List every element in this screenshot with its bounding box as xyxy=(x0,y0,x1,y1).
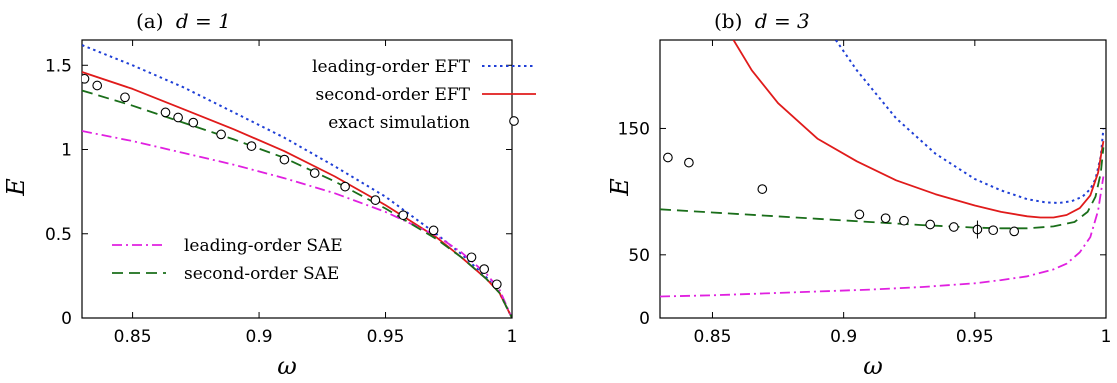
data-point xyxy=(279,154,290,165)
series-line-second-order-SAE xyxy=(660,147,1105,230)
data-point xyxy=(309,168,320,178)
data-point xyxy=(491,279,502,290)
x-tick-label: 0.9 xyxy=(830,327,857,347)
data-point xyxy=(92,80,103,91)
series-line-leading-order-SAE xyxy=(82,130,512,318)
data-point xyxy=(173,112,183,123)
data-point xyxy=(428,225,439,236)
series-line-second-order-SAE xyxy=(82,89,512,318)
panel-a-y-axis-label: E xyxy=(2,178,30,197)
panel-a-title-math: d = 1 xyxy=(176,9,231,33)
series-line-leading-order-SAE xyxy=(660,176,1105,298)
data-point xyxy=(160,107,171,118)
series-line-second-order-EFT xyxy=(82,71,512,318)
panel-a-title: (a) d = 1 xyxy=(136,9,231,33)
data-point xyxy=(398,210,409,221)
data-point xyxy=(466,252,477,263)
legend-label: second-order SAE xyxy=(184,264,339,284)
data-point xyxy=(684,157,694,168)
data-point xyxy=(340,181,350,192)
data-point xyxy=(899,215,909,226)
x-tick-label: 1 xyxy=(1101,327,1112,347)
panel-b-title-prefix: (b) xyxy=(714,9,742,33)
y-tick-label: 0 xyxy=(639,309,650,329)
x-tick-label: 0.9 xyxy=(246,327,273,347)
y-tick-label: 150 xyxy=(618,119,650,139)
data-point xyxy=(120,92,130,103)
data-point xyxy=(82,73,90,84)
series-line-second-order-EFT xyxy=(732,40,1105,219)
panel-b-y-axis-label: E xyxy=(606,178,634,197)
x-tick-label: 0.95 xyxy=(956,327,994,347)
data-point xyxy=(1009,226,1020,237)
x-tick-label: 0.85 xyxy=(114,327,152,347)
data-point xyxy=(216,129,226,140)
data-point xyxy=(988,225,999,236)
legend-label: leading-order SAE xyxy=(184,236,343,256)
panel-b-frame xyxy=(659,39,1107,319)
data-point xyxy=(854,209,865,220)
data-point xyxy=(663,152,673,163)
data-point xyxy=(246,141,257,151)
panel-b: 0.85 0.9 0.95 1 0 50 150 (b) d = 3 ω E xyxy=(606,9,1111,380)
y-tick-label: 1.5 xyxy=(45,56,72,76)
y-tick-label: 1 xyxy=(61,141,72,161)
data-point xyxy=(880,213,891,224)
y-tick-label: 0.5 xyxy=(45,225,72,245)
panel-b-title: (b) d = 3 xyxy=(714,9,810,33)
legend-marker xyxy=(509,116,519,126)
y-tick-label: 0 xyxy=(61,309,72,329)
data-point xyxy=(479,264,490,274)
panel-b-x-axis-label: ω xyxy=(863,352,883,380)
data-point xyxy=(925,219,936,230)
series-exact-simulation xyxy=(82,73,502,290)
legend-label: second-order EFT xyxy=(316,85,471,105)
panel-a: 0.85 0.9 0.95 1 0 0.5 1 1.5 (a) d = 1 ω E leadi… xyxy=(2,9,536,380)
series-exact-simulation xyxy=(663,152,1020,237)
panel-a-x-axis-label: ω xyxy=(277,352,297,380)
series-line-leading-order-EFT xyxy=(834,40,1105,204)
legend-label: leading-order EFT xyxy=(312,57,471,77)
data-point xyxy=(757,184,768,194)
panel-a-legend: leading-order EFT second-order EFT exact s… xyxy=(112,57,536,284)
data-point xyxy=(948,222,959,232)
x-tick-label: 0.85 xyxy=(694,327,732,347)
legend-label: exact simulation xyxy=(328,113,470,133)
y-tick-label: 50 xyxy=(628,246,650,266)
x-tick-label: 1 xyxy=(507,327,518,347)
data-point xyxy=(370,195,381,205)
panel-b-title-math: d = 3 xyxy=(755,9,810,33)
data-point xyxy=(188,117,199,128)
x-tick-label: 0.95 xyxy=(367,327,405,347)
panel-a-frame xyxy=(81,39,513,319)
panel-a-title-prefix: (a) xyxy=(136,9,164,33)
